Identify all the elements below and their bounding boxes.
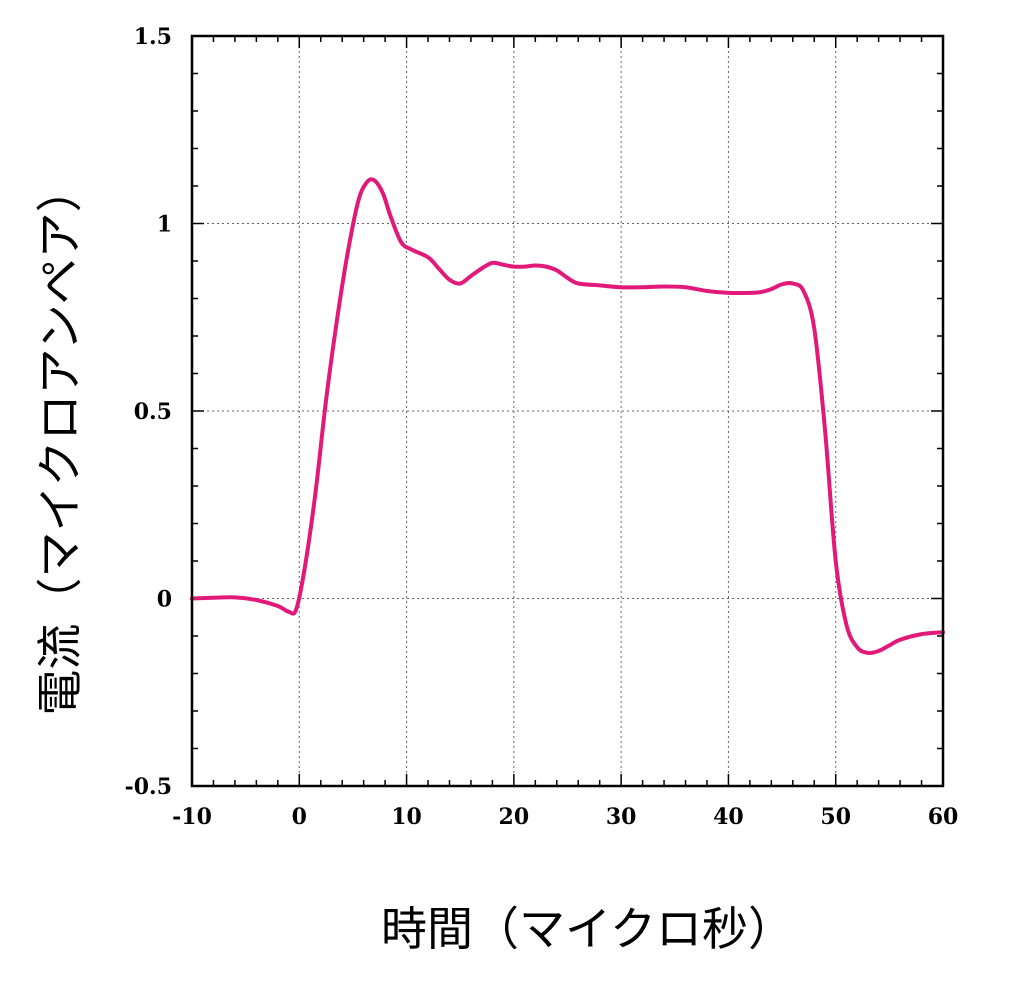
y-tick-label: 0.5 [134,399,172,425]
x-axis-ticks: -10 0 10 20 30 40 50 60 [172,804,958,830]
x-tick-label: 0 [292,804,307,830]
y-tick-label: 1.5 [134,24,172,50]
x-tick-label: 60 [928,804,959,830]
x-tick-label: 40 [713,804,744,830]
y-axis-ticks: -0.5 0 0.5 1 1.5 [125,24,172,800]
y-axis-label: 電流（マイクロアンペア） [33,166,87,715]
plot-frame [190,34,945,788]
series-line [190,177,945,656]
x-tick-label: 30 [606,804,637,830]
x-axis-label: 時間（マイクロ秒） [381,902,794,956]
x-tick-label: 10 [391,804,422,830]
y-tick-label: -0.5 [125,774,172,800]
grid [192,36,943,786]
x-tick-label: 20 [499,804,530,830]
plot-area [190,177,945,656]
x-tick-label: 50 [820,804,851,830]
x-tick-label: -10 [172,804,212,830]
y-tick-label: 0 [157,587,172,613]
y-tick-label: 1 [157,212,172,238]
